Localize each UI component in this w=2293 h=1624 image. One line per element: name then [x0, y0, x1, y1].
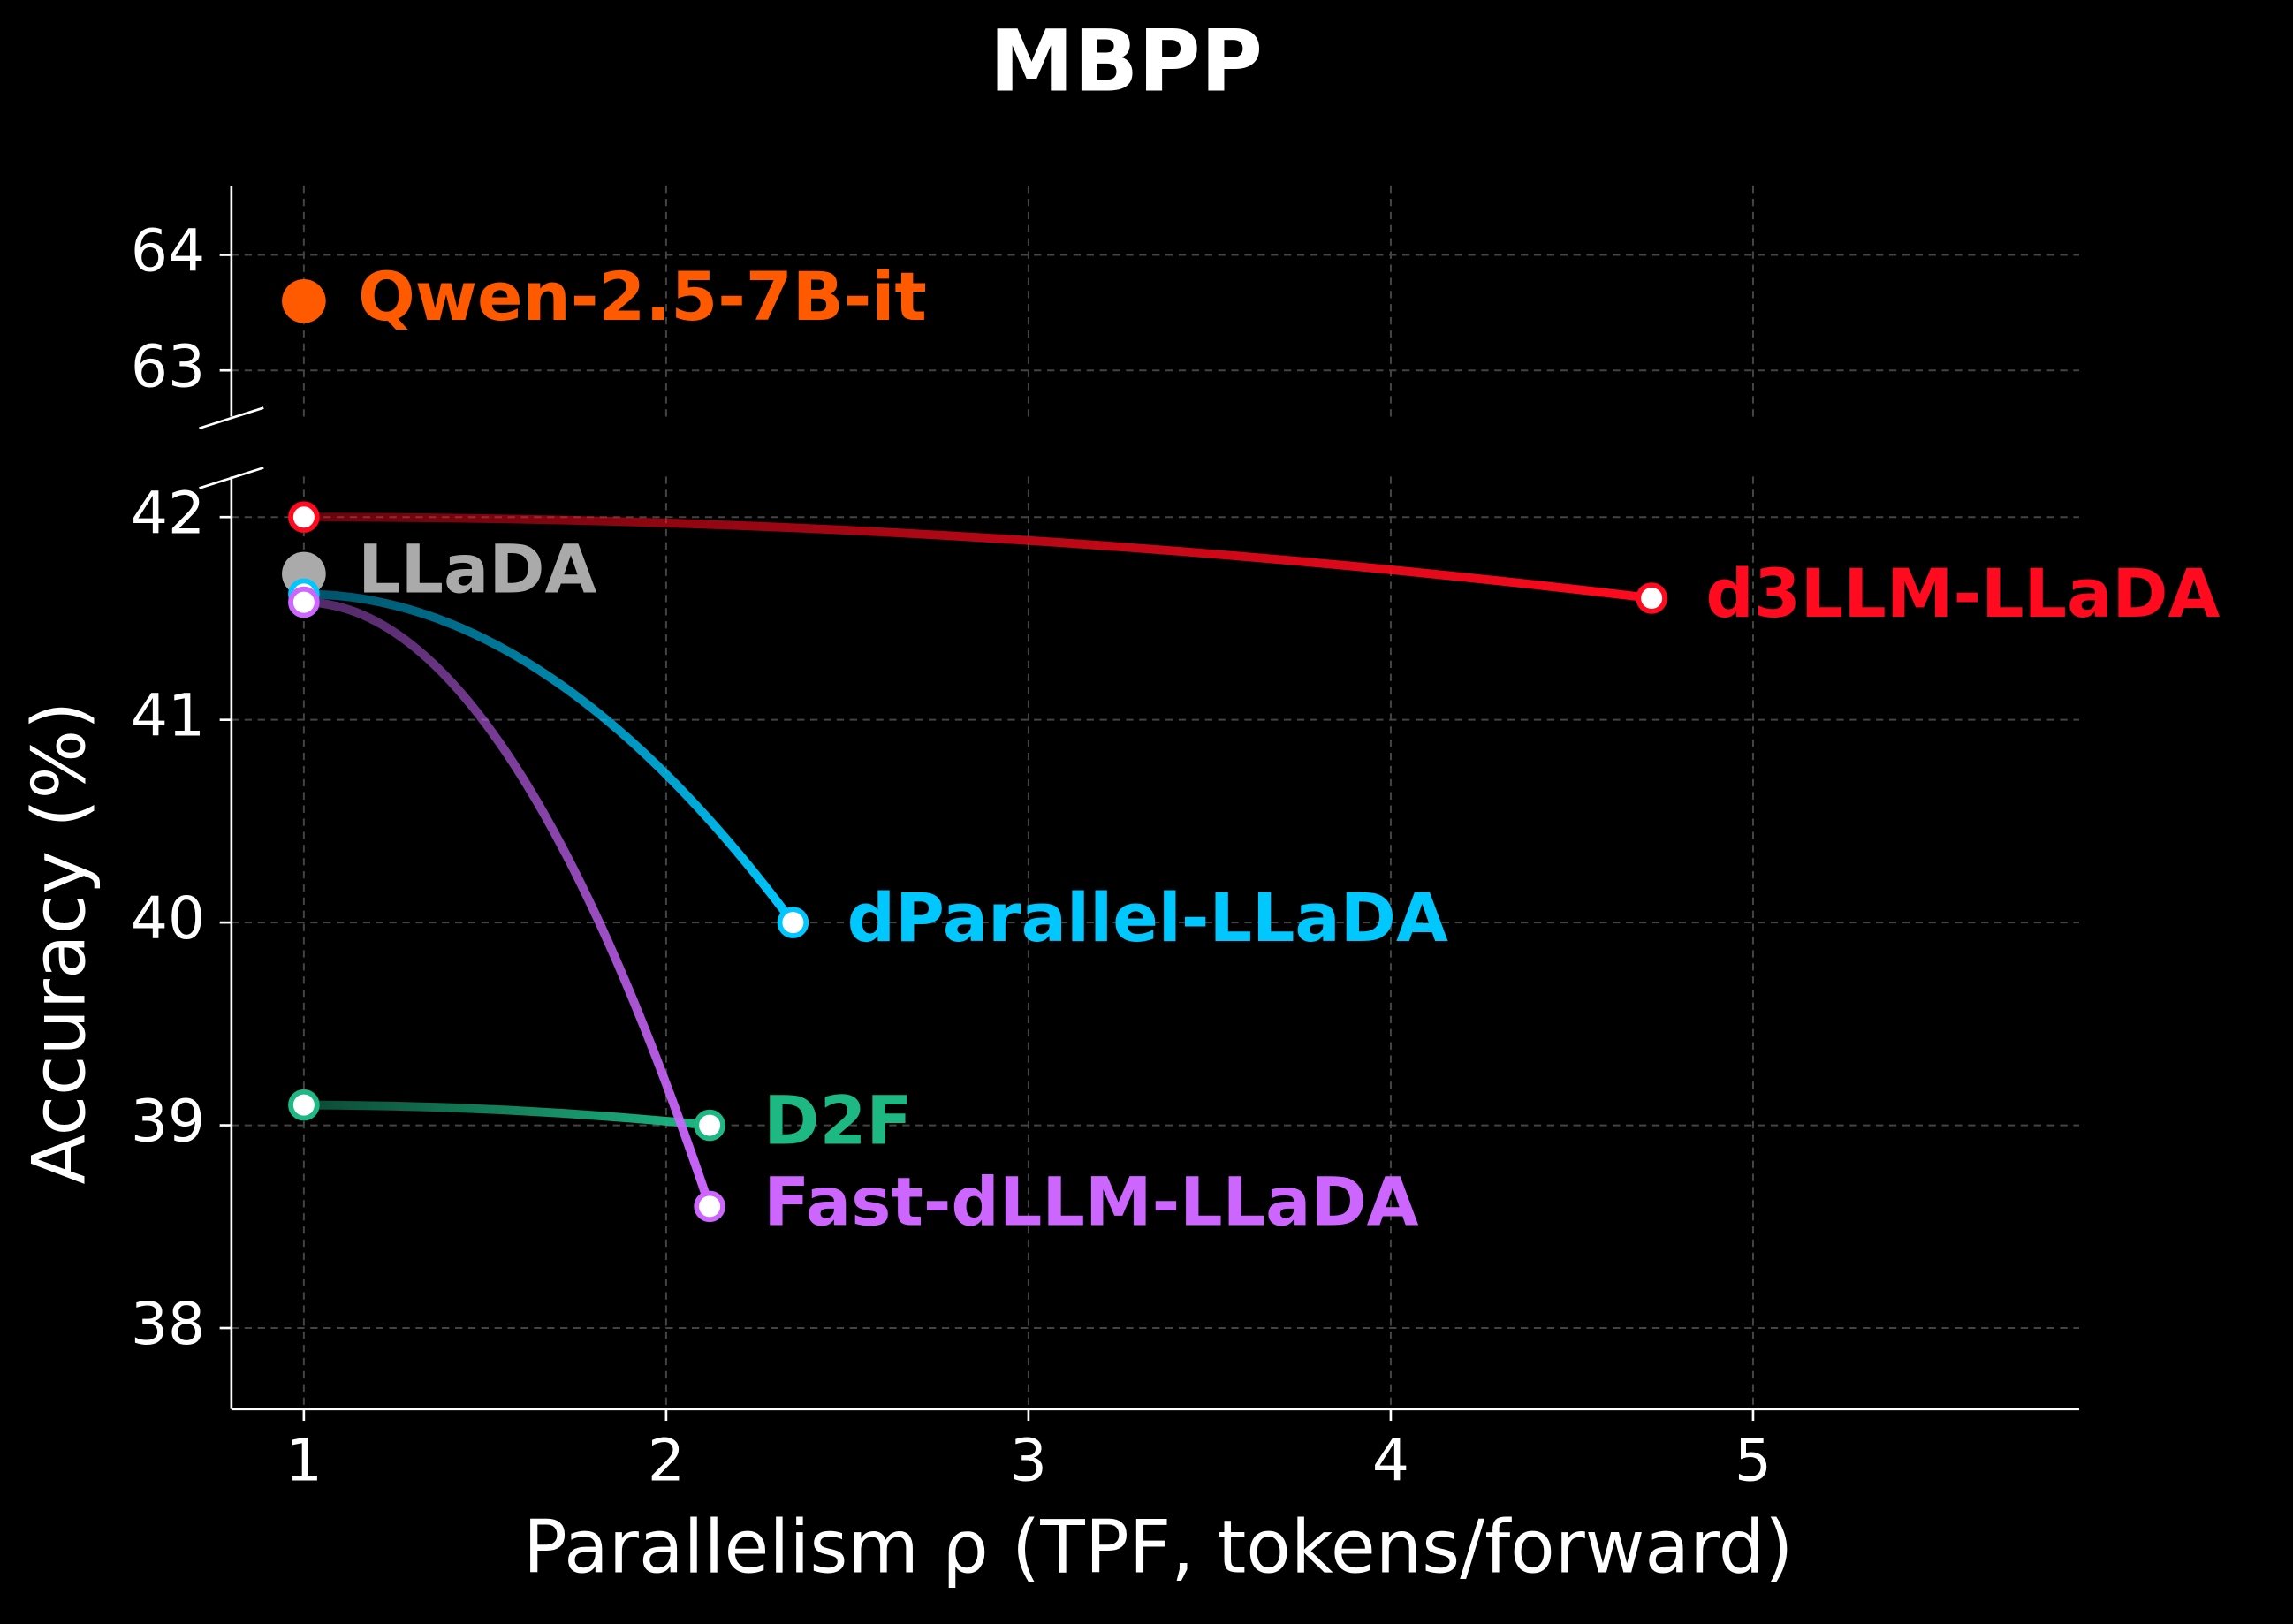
data-point — [694, 1109, 725, 1142]
series-line — [299, 512, 1657, 603]
series-line — [299, 589, 798, 928]
series-label: LLaDA — [358, 529, 596, 608]
chart-title: MBPP — [990, 11, 1263, 110]
y-tick-label: 63 — [131, 332, 205, 400]
y-axis-label: Accuracy (%) — [17, 702, 103, 1185]
axis-break — [199, 467, 264, 489]
series-label: d3LLM-LLaDA — [1705, 554, 2220, 633]
y-tick-label: 38 — [131, 1290, 205, 1358]
series-line — [299, 597, 715, 1211]
y-tick-label: 39 — [131, 1088, 205, 1156]
data-point — [288, 1089, 320, 1121]
data-point — [1636, 582, 1667, 614]
data-point — [288, 501, 320, 533]
x-axis-label: Parallelism ρ (TPF, tokens/forward) — [523, 1504, 1793, 1590]
series-label: Fast-dLLM-LLaDA — [763, 1162, 1418, 1241]
data-point — [282, 278, 326, 323]
y-tick-label: 40 — [131, 884, 205, 952]
data-point — [288, 586, 320, 618]
y-tick-label: 64 — [131, 217, 205, 285]
series-line — [299, 1100, 715, 1130]
x-tick-label: 1 — [285, 1427, 323, 1495]
data-point — [694, 1190, 725, 1223]
y-tick-label: 42 — [131, 479, 205, 547]
data-point — [777, 907, 809, 938]
x-tick-label: 3 — [1010, 1427, 1047, 1495]
x-tick-label: 4 — [1372, 1427, 1409, 1495]
x-tick-label: 5 — [1735, 1427, 1772, 1495]
series-label: D2F — [763, 1081, 912, 1160]
axis-break — [199, 406, 264, 429]
series-label: Qwen-2.5-7B-it — [358, 257, 927, 336]
x-tick-label: 2 — [648, 1427, 685, 1495]
y-tick-label: 41 — [131, 682, 205, 750]
series-label: dParallel-LLaDA — [847, 878, 1448, 957]
